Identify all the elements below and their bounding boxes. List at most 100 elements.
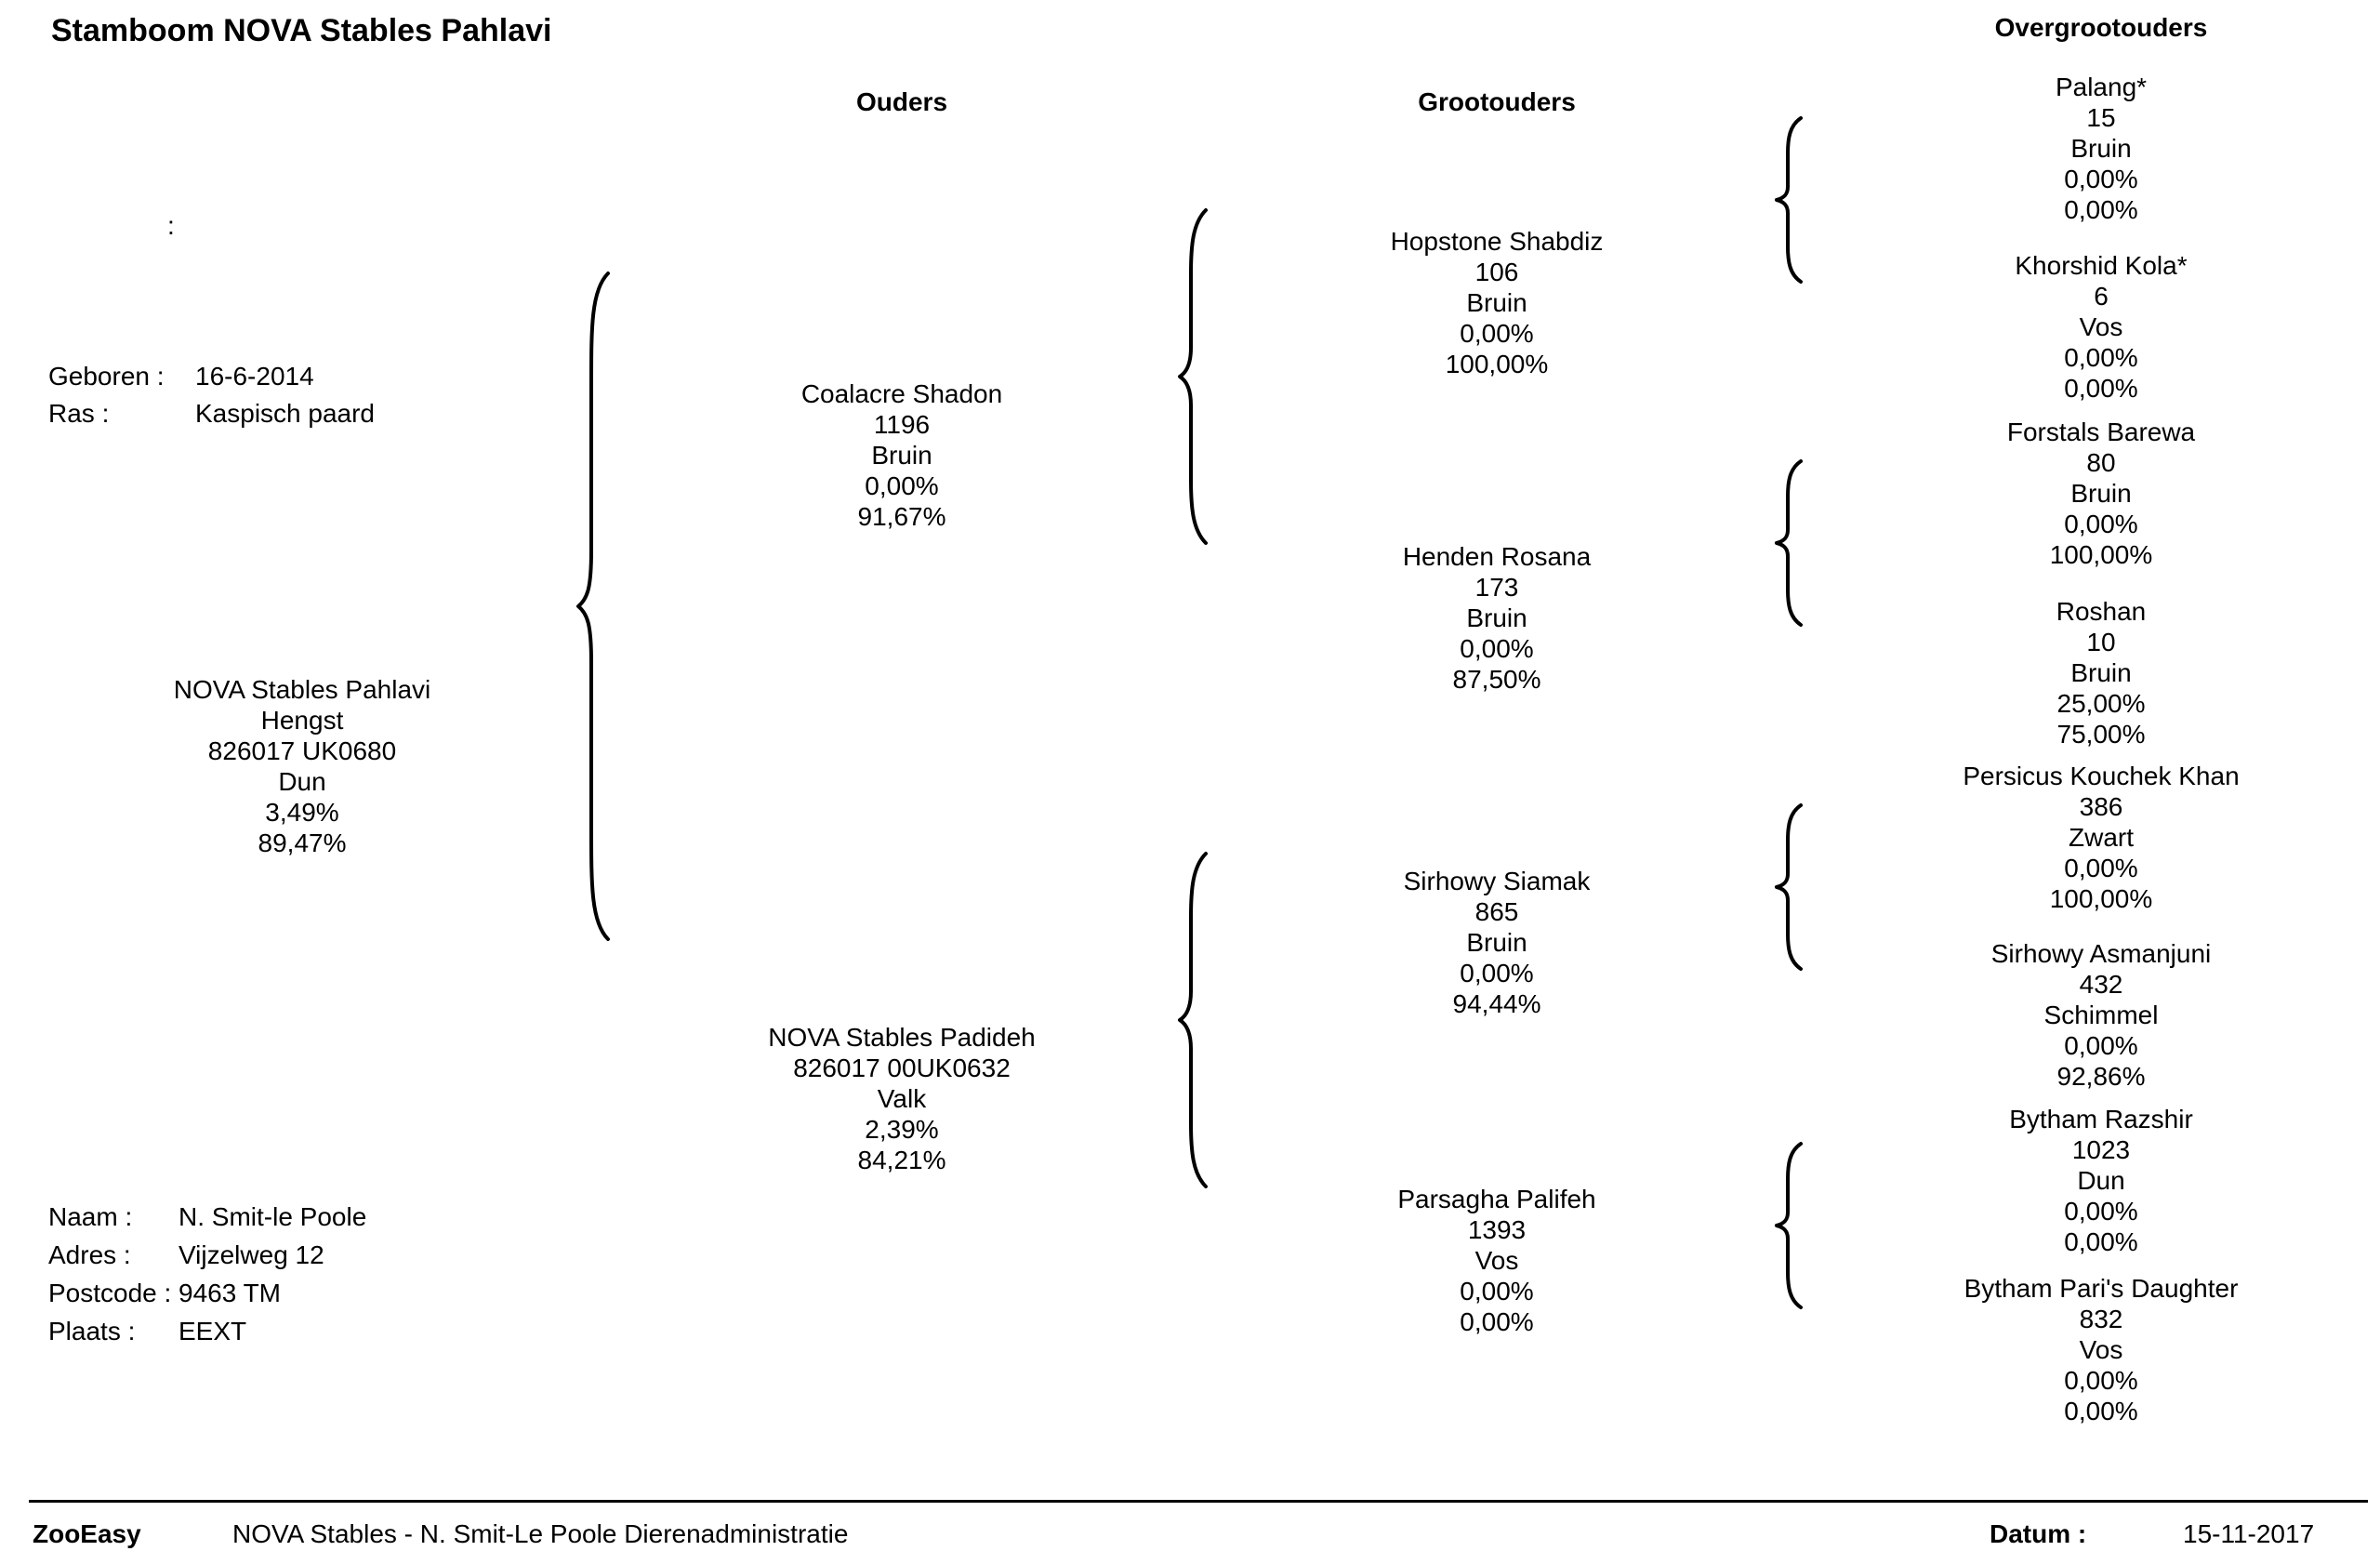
animal-id: 865 — [1474, 897, 1519, 926]
animal-inbreeding: 0,00% — [1460, 319, 1534, 348]
animal-color: Zwart — [2069, 823, 2134, 852]
footer-date-label: Datum : — [1990, 1519, 2087, 1548]
animal-id: 826017 UK0680 — [207, 736, 397, 765]
animal-id: 80 — [2086, 448, 2116, 477]
owner-city-value: EEXT — [178, 1317, 247, 1346]
animal-sex: Hengst — [260, 706, 344, 735]
great-grandparent: Sirhowy Asmanjuni 432 Schimmel 0,00% 92,… — [1915, 938, 2287, 1092]
animal-percent: 75,00% — [2056, 720, 2146, 749]
animal-color: Bruin — [2070, 658, 2132, 687]
owner-address-label: Adres : — [48, 1240, 131, 1269]
animal-name: Bytham Pari's Daughter — [1964, 1274, 2239, 1303]
animal-color: Bruin — [1466, 288, 1527, 317]
animal-inbreeding: 0,00% — [1460, 1277, 1534, 1306]
brace-connector-gp1 — [1775, 116, 1803, 284]
animal-inbreeding: 0,00% — [2064, 1366, 2138, 1395]
parent-dam: NOVA Stables Padideh 826017 00UK0632 Val… — [716, 1022, 1088, 1175]
animal-inbreeding: 0,00% — [865, 471, 939, 500]
animal-id: 1196 — [873, 410, 931, 439]
animal-name: Hopstone Shabdiz — [1390, 227, 1604, 256]
footer-brand: ZooEasy — [33, 1519, 141, 1548]
brace-connector-sire — [1178, 208, 1208, 545]
brace-connector-gp2 — [1775, 459, 1803, 627]
column-heading-great-grandparents: Overgrootouders — [1994, 13, 2208, 42]
animal-color: Bruin — [2070, 134, 2132, 163]
grandparent: Henden Rosana 173 Bruin 0,00% 87,50% — [1311, 541, 1683, 695]
animal-color: Bruin — [1466, 603, 1527, 632]
great-grandparent: Persicus Kouchek Khan 386 Zwart 0,00% 10… — [1915, 761, 2287, 914]
animal-percent: 0,00% — [1460, 1307, 1534, 1336]
grandparent: Sirhowy Siamak 865 Bruin 0,00% 94,44% — [1311, 866, 1683, 1019]
animal-inbreeding: 0,00% — [2064, 854, 2138, 882]
owner-postcode-value: 9463 TM — [178, 1279, 281, 1307]
animal-color: Vos — [1474, 1246, 1519, 1275]
animal-percent: 89,47% — [258, 829, 347, 857]
animal-inbreeding: 0,00% — [1460, 959, 1534, 988]
animal-color: Bruin — [871, 441, 932, 470]
great-grandparent: Forstals Barewa 80 Bruin 0,00% 100,00% — [1915, 417, 2287, 570]
animal-id: 6 — [2094, 282, 2109, 311]
great-grandparent: Bytham Razshir 1023 Dun 0,00% 0,00% — [1915, 1104, 2287, 1257]
animal-id: 432 — [2079, 970, 2123, 999]
animal-percent: 0,00% — [2064, 195, 2138, 224]
animal-color: Valk — [877, 1084, 927, 1113]
born-label: Geboren : — [48, 362, 165, 391]
animal-name: NOVA Stables Pahlavi — [173, 675, 431, 704]
brace-connector-subject — [576, 272, 610, 941]
animal-percent: 87,50% — [1452, 665, 1541, 694]
page-title: Stamboom NOVA Stables Pahlavi — [51, 13, 552, 48]
animal-id: 1393 — [1467, 1215, 1527, 1244]
animal-name: Palang* — [2055, 73, 2148, 101]
breed-value: Kaspisch paard — [195, 399, 376, 428]
animal-name: Bytham Razshir — [2009, 1105, 2193, 1133]
animal-id: 826017 00UK0632 — [793, 1054, 1011, 1082]
animal-percent: 100,00% — [2049, 540, 2153, 569]
animal-name: Sirhowy Siamak — [1403, 867, 1591, 895]
animal-color: Bruin — [1466, 928, 1527, 957]
great-grandparent: Khorshid Kola* 6 Vos 0,00% 0,00% — [1915, 250, 2287, 404]
animal-id: 10 — [2086, 628, 2116, 656]
animal-color: Vos — [2079, 312, 2123, 341]
animal-percent: 92,86% — [2056, 1062, 2146, 1091]
animal-inbreeding: 0,00% — [2064, 165, 2138, 193]
animal-inbreeding: 2,39% — [865, 1115, 939, 1144]
great-grandparent: Palang* 15 Bruin 0,00% 0,00% — [1915, 72, 2287, 225]
footer-date-value: 15-11-2017 — [2183, 1519, 2315, 1548]
animal-percent: 84,21% — [857, 1146, 946, 1174]
animal-name: Sirhowy Asmanjuni — [1990, 939, 2212, 968]
animal-percent: 94,44% — [1452, 989, 1541, 1018]
animal-percent: 100,00% — [1445, 350, 1549, 378]
animal-inbreeding: 0,00% — [2064, 343, 2138, 372]
subject-animal: NOVA Stables Pahlavi Hengst 826017 UK068… — [116, 674, 488, 858]
animal-inbreeding: 0,00% — [1460, 634, 1534, 663]
animal-color: Dun — [2077, 1166, 2125, 1195]
animal-inbreeding: 0,00% — [2064, 510, 2138, 538]
animal-color: Bruin — [2070, 479, 2132, 508]
animal-name: Khorshid Kola* — [2015, 251, 2188, 280]
animal-inbreeding: 25,00% — [2056, 689, 2146, 718]
animal-id: 1023 — [2071, 1135, 2131, 1164]
parent-sire: Coalacre Shadon 1196 Bruin 0,00% 91,67% — [716, 378, 1088, 532]
animal-inbreeding: 3,49% — [265, 798, 339, 827]
animal-color: Dun — [278, 767, 326, 796]
owner-address-value: Vijzelweg 12 — [178, 1240, 324, 1269]
great-grandparent: Bytham Pari's Daughter 832 Vos 0,00% 0,0… — [1915, 1273, 2287, 1426]
animal-id: 832 — [2079, 1305, 2123, 1333]
brace-connector-gp3 — [1775, 803, 1803, 971]
animal-percent: 0,00% — [2064, 1227, 2138, 1256]
grandparent: Parsagha Palifeh 1393 Vos 0,00% 0,00% — [1311, 1184, 1683, 1337]
animal-inbreeding: 0,00% — [2064, 1031, 2138, 1060]
animal-name: Forstals Barewa — [2006, 418, 2196, 446]
animal-id: 106 — [1474, 258, 1519, 286]
animal-name: Roshan — [2056, 597, 2147, 626]
footer-organisation: NOVA Stables - N. Smit-Le Poole Dierenad… — [232, 1519, 849, 1548]
animal-name: Persicus Kouchek Khan — [1963, 762, 2240, 790]
animal-name: NOVA Stables Padideh — [768, 1023, 1036, 1052]
breed-label: Ras : — [48, 399, 110, 428]
empty-field-marker: : — [167, 211, 175, 240]
column-heading-grandparents: Grootouders — [1418, 87, 1576, 116]
column-heading-parents: Ouders — [855, 87, 948, 116]
animal-percent: 0,00% — [2064, 374, 2138, 403]
animal-name: Coalacre Shadon — [800, 379, 1003, 408]
animal-id: 173 — [1474, 573, 1519, 602]
